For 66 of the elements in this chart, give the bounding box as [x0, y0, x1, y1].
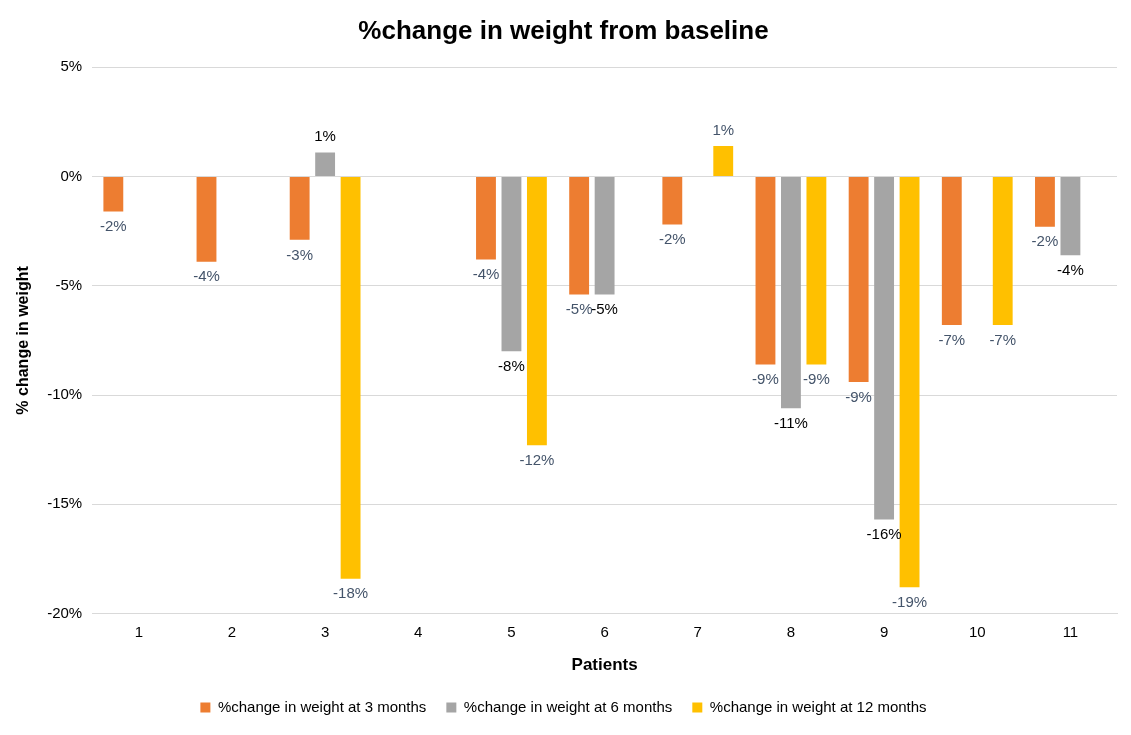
bar [874, 176, 895, 520]
x-axis-title: Patients [571, 655, 638, 675]
bar [781, 176, 801, 409]
bar [569, 176, 590, 295]
y-axis-title: % change in weight [14, 265, 32, 415]
bar [662, 176, 683, 225]
data-label: -7% [989, 330, 1017, 348]
x-tick-label: 7 [693, 622, 702, 640]
y-tick-label: 0% [60, 166, 83, 184]
bar [340, 176, 361, 579]
data-label: -2% [99, 217, 127, 235]
x-tick-label: 6 [600, 622, 609, 640]
bar [755, 176, 776, 365]
bar [992, 176, 1013, 326]
data-label: -4% [472, 265, 500, 283]
data-label: 1% [712, 120, 735, 138]
chart-title: %change in weight from baseline [358, 14, 769, 45]
data-label: -5% [591, 300, 618, 318]
x-tick-label: 8 [786, 622, 796, 640]
data-label: -7% [938, 330, 966, 348]
legend-label: %change in weight at 3 months [217, 697, 427, 715]
bar [1035, 176, 1055, 227]
bar [848, 176, 869, 382]
x-tick-label: 1 [134, 622, 143, 640]
bar [899, 176, 920, 588]
bar [806, 176, 827, 365]
bar [501, 176, 522, 352]
bar [103, 176, 124, 212]
data-label: -3% [286, 245, 313, 263]
legend-label: %change in weight at 6 months [463, 697, 673, 715]
data-label: -4% [193, 267, 220, 285]
bar [526, 176, 547, 446]
data-label: -9% [845, 387, 872, 405]
y-tick-label: -20% [47, 603, 83, 621]
bar [1060, 176, 1081, 256]
x-tick-label: 10 [968, 622, 986, 640]
x-tick-label: 4 [414, 622, 423, 640]
data-label: -12% [519, 450, 555, 468]
bar [289, 176, 310, 240]
data-label: 1% [314, 127, 336, 145]
data-label: -2% [1031, 232, 1059, 250]
bar [594, 176, 615, 295]
bar [476, 176, 496, 260]
y-tick-label: -10% [47, 385, 83, 403]
data-label: -5% [565, 300, 593, 318]
x-tick-label: 9 [879, 622, 889, 640]
x-tick-label: 3 [320, 622, 330, 640]
data-label: -18% [333, 584, 369, 602]
data-label: -11% [773, 413, 808, 431]
data-label: -8% [498, 356, 525, 374]
data-label: -9% [803, 370, 830, 388]
y-tick-label: 5% [60, 57, 83, 75]
x-tick-label: 5 [507, 622, 516, 640]
data-label: -9% [752, 370, 779, 388]
bar [941, 176, 962, 326]
bar [315, 152, 336, 176]
x-tick-label: 11 [1062, 622, 1079, 640]
data-label: -19% [892, 593, 928, 611]
y-tick-label: -5% [55, 275, 83, 293]
data-label: -2% [658, 230, 686, 248]
legend-label: %change in weight at 12 months [709, 697, 927, 715]
x-tick-label: 2 [227, 622, 237, 640]
data-label: -4% [1057, 260, 1084, 278]
bar [713, 145, 734, 176]
y-tick-label: -15% [47, 494, 83, 512]
bar [196, 176, 217, 262]
